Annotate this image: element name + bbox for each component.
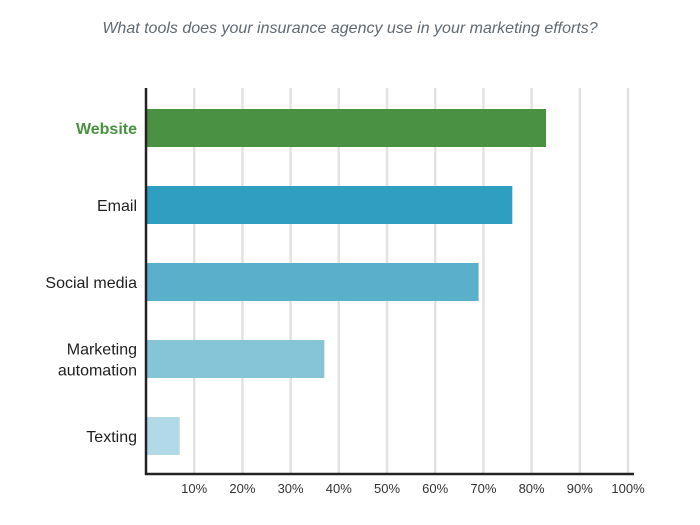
x-tick-label: 100%: [611, 481, 645, 496]
x-tick-label: 50%: [374, 481, 400, 496]
category-label: Marketing: [67, 342, 137, 359]
category-label: Email: [97, 198, 137, 215]
x-tick-label: 30%: [278, 481, 304, 496]
x-tick-label: 70%: [470, 481, 496, 496]
x-tick-label: 90%: [567, 481, 593, 496]
bar-website: [146, 109, 547, 147]
x-tick-label: 10%: [181, 481, 207, 496]
category-label: automation: [58, 363, 137, 380]
category-label: Texting: [86, 429, 137, 446]
chart-title: What tools does your insurance agency us…: [102, 20, 598, 37]
category-label: Website: [76, 121, 137, 138]
x-tick-label: 40%: [326, 481, 352, 496]
bar-marketing-automation: [146, 340, 325, 378]
x-tick-label: 20%: [229, 481, 255, 496]
x-tick-label: 60%: [422, 481, 448, 496]
bar-email: [146, 186, 513, 224]
bar-social-media: [146, 263, 479, 301]
bar-texting: [146, 417, 180, 455]
category-label: Social media: [45, 275, 137, 292]
x-tick-label: 80%: [519, 481, 545, 496]
